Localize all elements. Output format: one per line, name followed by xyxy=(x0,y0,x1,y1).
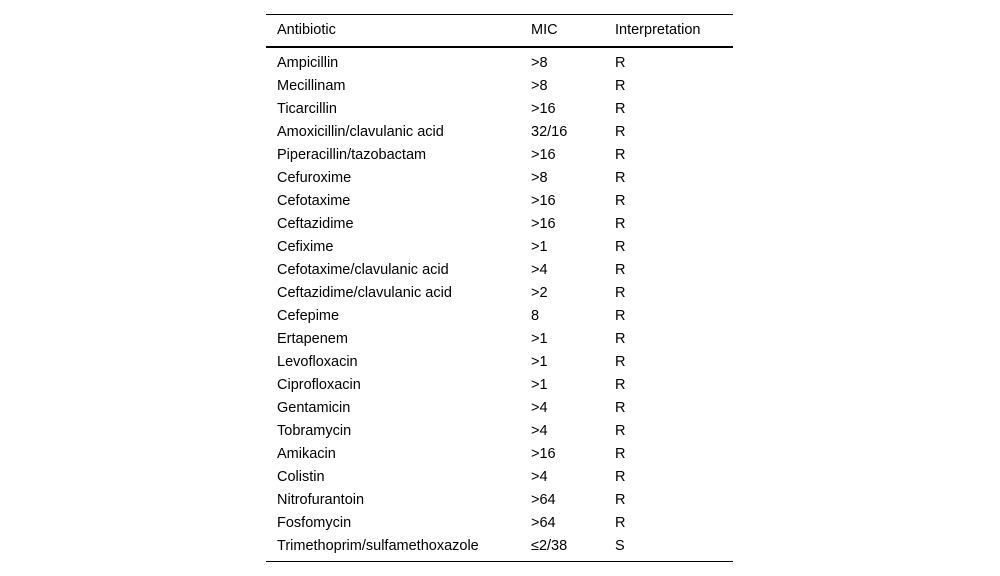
table-row: Amikacin >16 R xyxy=(266,443,733,466)
cell-mic: >16 xyxy=(531,446,556,463)
cell-mic: >2 xyxy=(531,285,548,302)
cell-interpretation: R xyxy=(615,400,626,417)
cell-interpretation: R xyxy=(615,55,626,72)
cell-interpretation: R xyxy=(615,469,626,486)
cell-antibiotic: Mecillinam xyxy=(277,78,346,95)
cell-interpretation: R xyxy=(615,262,626,279)
table-row: Ticarcillin >16 R xyxy=(266,98,733,121)
cell-interpretation: R xyxy=(615,124,626,141)
cell-interpretation: R xyxy=(615,216,626,233)
cell-antibiotic: Cefixime xyxy=(277,239,334,256)
cell-antibiotic: Ampicillin xyxy=(277,55,339,72)
cell-antibiotic: Trimethoprim/sulfamethoxazole xyxy=(277,538,479,555)
table-row: Piperacillin/tazobactam >16 R xyxy=(266,144,733,167)
antibiogram-table: Antibiotic MIC Interpretation Ampicillin… xyxy=(266,14,733,562)
cell-interpretation: R xyxy=(615,193,626,210)
cell-interpretation: R xyxy=(615,492,626,509)
cell-antibiotic: Piperacillin/tazobactam xyxy=(277,147,427,164)
cell-mic: >1 xyxy=(531,239,548,256)
cell-interpretation: R xyxy=(615,308,626,325)
cell-mic: >1 xyxy=(531,331,548,348)
cell-interpretation: R xyxy=(615,101,626,118)
table-row: Colistin >4 R xyxy=(266,466,733,489)
header-row: Antibiotic MIC Interpretation xyxy=(266,14,733,48)
table-row: Cefixime >1 R xyxy=(266,236,733,259)
cell-interpretation: R xyxy=(615,515,626,532)
cell-interpretation: R xyxy=(615,354,626,371)
cell-antibiotic: Ticarcillin xyxy=(277,101,337,118)
cell-antibiotic: Amoxicillin/clavulanic acid xyxy=(277,124,444,141)
cell-antibiotic: Amikacin xyxy=(277,446,336,463)
cell-interpretation: R xyxy=(615,239,626,256)
col-header-antibiotic: Antibiotic xyxy=(266,14,531,48)
table-row: Ampicillin >8 R xyxy=(266,47,733,75)
cell-mic: 8 xyxy=(531,308,540,325)
cell-antibiotic: Ceftazidime xyxy=(277,216,354,233)
table-row: Amoxicillin/clavulanic acid 32/16 R xyxy=(266,121,733,144)
table-row: Ceftazidime >16 R xyxy=(266,213,733,236)
cell-interpretation: R xyxy=(615,285,626,302)
cell-mic: >4 xyxy=(531,423,548,440)
table-row: Cefuroxime >8 R xyxy=(266,167,733,190)
col-header-mic: MIC xyxy=(531,14,615,48)
cell-antibiotic: Levofloxacin xyxy=(277,354,358,371)
cell-interpretation: R xyxy=(615,446,626,463)
cell-antibiotic: Cefotaxime xyxy=(277,193,351,210)
table-row: Cefotaxime >16 R xyxy=(266,190,733,213)
table-row: Trimethoprim/sulfamethoxazole ≤2/38 S xyxy=(266,535,733,562)
cell-mic: >16 xyxy=(531,147,556,164)
table-row: Ciprofloxacin >1 R xyxy=(266,374,733,397)
susceptibility-table: Antibiotic MIC Interpretation Ampicillin… xyxy=(266,14,733,562)
cell-interpretation: R xyxy=(615,331,626,348)
cell-mic: >8 xyxy=(531,78,548,95)
cell-interpretation: R xyxy=(615,423,626,440)
cell-antibiotic: Ciprofloxacin xyxy=(277,377,361,394)
table-row: Cefepime 8 R xyxy=(266,305,733,328)
cell-antibiotic: Gentamicin xyxy=(277,400,351,417)
cell-antibiotic: Tobramycin xyxy=(277,423,352,440)
table-row: Gentamicin >4 R xyxy=(266,397,733,420)
table-body: Ampicillin >8 R Mecillinam >8 R Ticarcillin >16… xyxy=(266,47,733,562)
table-row: Ceftazidime/clavulanic acid >2 R xyxy=(266,282,733,305)
col-header-interpretation: Interpretation xyxy=(615,14,733,48)
cell-mic: >8 xyxy=(531,170,548,187)
table-row: Levofloxacin >1 R xyxy=(266,351,733,374)
cell-mic: >16 xyxy=(531,216,556,233)
cell-mic: >64 xyxy=(531,515,556,532)
cell-antibiotic: Ceftazidime/clavulanic acid xyxy=(277,285,452,302)
cell-antibiotic: Nitrofurantoin xyxy=(277,492,365,509)
cell-antibiotic: Colistin xyxy=(277,469,325,486)
table-row: Tobramycin >4 R xyxy=(266,420,733,443)
table-row: Ertapenem >1 R xyxy=(266,328,733,351)
cell-mic: >64 xyxy=(531,492,556,509)
cell-mic: 32/16 xyxy=(531,124,568,141)
cell-interpretation: R xyxy=(615,147,626,164)
cell-interpretation: R xyxy=(615,377,626,394)
table-row: Nitrofurantoin >64 R xyxy=(266,489,733,512)
cell-mic: >8 xyxy=(531,55,548,72)
cell-antibiotic: Cefotaxime/clavulanic acid xyxy=(277,262,449,279)
cell-mic: >1 xyxy=(531,377,548,394)
cell-interpretation: R xyxy=(615,170,626,187)
table-header: Antibiotic MIC Interpretation xyxy=(266,14,733,48)
cell-mic: >16 xyxy=(531,101,556,118)
table-row: Fosfomycin >64 R xyxy=(266,512,733,535)
table-row: Mecillinam >8 R xyxy=(266,75,733,98)
cell-mic: >16 xyxy=(531,193,556,210)
table-row: Cefotaxime/clavulanic acid >4 R xyxy=(266,259,733,282)
cell-antibiotic: Cefuroxime xyxy=(277,170,352,187)
cell-mic: >1 xyxy=(531,354,548,371)
cell-antibiotic: Cefepime xyxy=(277,308,340,325)
cell-mic: >4 xyxy=(531,469,548,486)
cell-interpretation: S xyxy=(615,538,625,555)
cell-mic: >4 xyxy=(531,400,548,417)
cell-antibiotic: Fosfomycin xyxy=(277,515,352,532)
cell-antibiotic: Ertapenem xyxy=(277,331,348,348)
cell-mic: >4 xyxy=(531,262,548,279)
cell-interpretation: R xyxy=(615,78,626,95)
cell-mic: ≤2/38 xyxy=(531,538,568,555)
